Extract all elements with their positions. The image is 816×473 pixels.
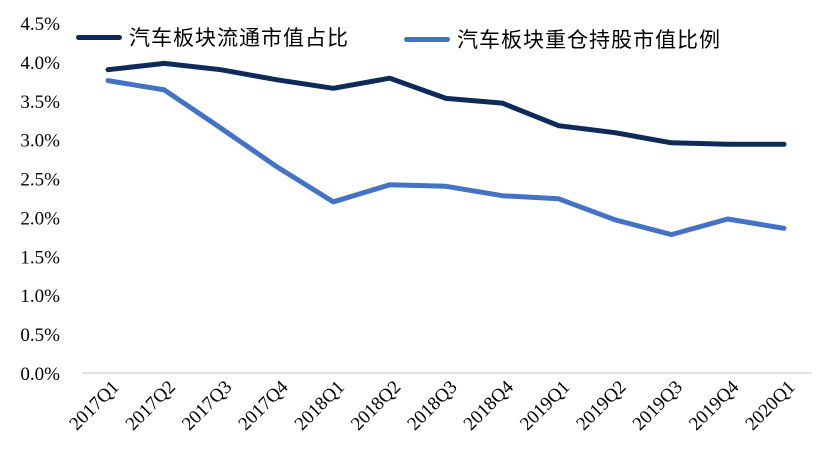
y-axis-tick-label: 2.5% [20, 170, 60, 191]
x-axis-tick-label: 2018Q3 [403, 377, 461, 435]
x-axis-tick-label: 2018Q2 [347, 377, 405, 435]
x-axis-tick-label: 2019Q4 [685, 376, 743, 434]
x-axis-tick-label: 2018Q1 [291, 377, 349, 435]
legend-swatch-dark-line [76, 34, 122, 40]
series-line-0 [105, 60, 787, 147]
y-axis-tick-label: 4.5% [20, 14, 60, 35]
legend-label-circulating-share: 汽车板块流通市值占比 [129, 26, 349, 50]
y-axis-tick-label: 0.5% [20, 325, 60, 346]
y-axis-tick-label: 0.0% [20, 364, 60, 385]
x-axis-tick-label: 2019Q1 [516, 377, 574, 435]
y-axis-tick-label: 2.0% [20, 208, 60, 229]
legend-item-circulating-share[interactable]: 汽车板块流通市值占比 [76, 22, 349, 52]
y-axis-tick-label: 1.0% [20, 286, 60, 307]
x-axis-tick-label: 2020Q1 [741, 377, 799, 435]
y-axis-tick-label: 3.5% [20, 92, 60, 113]
x-axis-tick-label: 2019Q2 [572, 377, 630, 435]
x-axis-tick-label: 2018Q4 [460, 376, 518, 434]
x-axis-tick-label: 2017Q1 [65, 377, 123, 435]
y-axis-tick-label: 3.0% [20, 131, 60, 152]
legend-swatch-light-line [404, 36, 450, 42]
y-axis-tick-label: 1.5% [20, 247, 60, 268]
series-line-1 [105, 78, 787, 238]
x-axis-tick-label: 2019Q3 [629, 377, 687, 435]
y-axis-tick-label: 4.0% [20, 53, 60, 74]
x-axis-tick-label: 2017Q2 [122, 377, 180, 435]
legend-label-heavy-holdings: 汽车板块重仓持股市值比例 [457, 28, 721, 52]
x-axis-tick-label: 2017Q3 [178, 377, 236, 435]
legend-item-heavy-holdings[interactable]: 汽车板块重仓持股市值比例 [404, 24, 721, 54]
x-axis-tick-label: 2017Q4 [234, 376, 292, 434]
